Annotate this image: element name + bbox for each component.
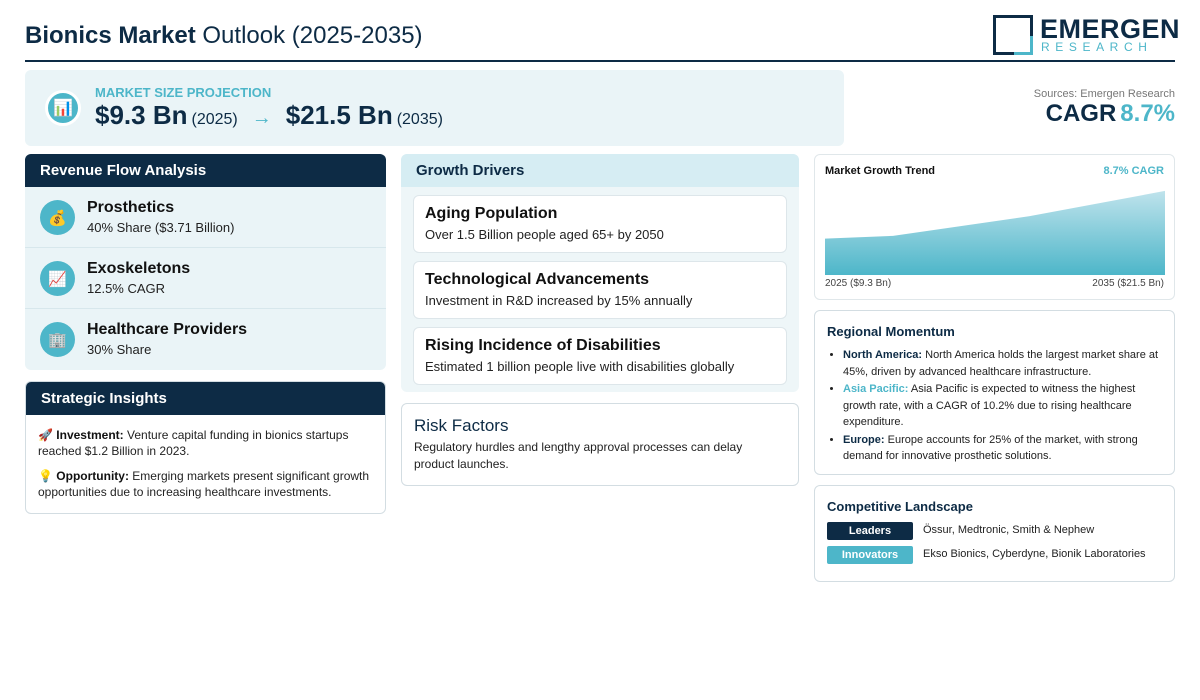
region-item: Europe: Europe accounts for 25% of the m…: [843, 432, 1168, 465]
company-logo: EMERGEN RESEARCH: [993, 14, 1180, 56]
insight-label: Investment:: [56, 428, 124, 442]
growth-area-chart: [825, 190, 1165, 275]
regional-momentum-card: Regional Momentum North America: North A…: [814, 310, 1175, 475]
insight-text: Emerging markets present significant gro…: [38, 469, 370, 499]
leaders-badge: Leaders: [827, 522, 913, 540]
revenue-item: 📈 Exoskeletons 12.5% CAGR: [25, 248, 386, 309]
competitor-names: Ekso Bionics, Cyberdyne, Bionik Laborato…: [923, 548, 1146, 560]
logo-name: EMERGEN: [1040, 14, 1181, 44]
cagr-value: 8.7%: [1120, 100, 1175, 127]
projection-values: $9.3 Bn (2025) → $21.5 Bn (2035): [95, 100, 443, 131]
cagr-label: CAGR: [1045, 100, 1117, 127]
region-item: Asia Pacific: Asia Pacific is expected t…: [843, 381, 1168, 431]
logo-mark-icon: [993, 15, 1033, 55]
end-value: $21.5 Bn: [285, 100, 393, 130]
cagr-display: CAGR 8.7%: [1046, 100, 1175, 128]
driver-desc: Over 1.5 Billion people aged 65+ by 2050: [425, 227, 664, 242]
trend-chart-icon: 📈: [40, 261, 75, 296]
competitor-names: Össur, Medtronic, Smith & Nephew: [923, 524, 1095, 536]
trend-cagr-label: 8.7% CAGR: [1103, 165, 1164, 177]
revenue-item-detail: 12.5% CAGR: [87, 281, 166, 296]
revenue-item-detail: 30% Share: [87, 342, 152, 357]
driver-item: Aging Population Over 1.5 Billion people…: [413, 195, 787, 253]
driver-item: Technological Advancements Investment in…: [413, 261, 787, 319]
region-text: Asia Pacific is expected to witness the …: [843, 383, 1136, 428]
money-bag-icon: 💰: [40, 200, 75, 235]
sources-note: Sources: Emergen Research: [1033, 88, 1175, 100]
chart-icon: 📊: [45, 90, 81, 126]
driver-desc: Estimated 1 billion people live with dis…: [425, 359, 735, 374]
region-name: North America:: [843, 349, 923, 361]
revenue-item-name: Healthcare Providers: [87, 321, 248, 338]
strategic-insights-card: Strategic Insights 🚀 Investment: Venture…: [25, 381, 386, 514]
logo-subtitle: RESEARCH: [1041, 40, 1153, 54]
insight-item: 💡 Opportunity: Emerging markets present …: [38, 468, 373, 500]
strategic-insights-title: Strategic Insights: [26, 382, 385, 415]
region-name: Asia Pacific:: [843, 383, 909, 395]
region-item: North America: North America holds the l…: [843, 347, 1168, 380]
competitor-row: Leaders Össur, Medtronic, Smith & Nephew: [827, 522, 1167, 540]
driver-item: Rising Incidence of Disabilities Estimat…: [413, 327, 787, 385]
revenue-flow-title: Revenue Flow Analysis: [25, 154, 386, 187]
rocket-icon: 🚀: [38, 428, 53, 442]
risk-factors-desc: Regulatory hurdles and lengthy approval …: [414, 440, 743, 471]
arrow-right-icon: →: [251, 107, 272, 129]
regional-momentum-title: Regional Momentum: [827, 324, 955, 339]
driver-desc: Investment in R&D increased by 15% annua…: [425, 293, 693, 308]
competitive-landscape-title: Competitive Landscape: [827, 499, 973, 514]
revenue-flow-card: Revenue Flow Analysis 💰 Prosthetics 40% …: [25, 154, 386, 370]
region-list: North America: North America holds the l…: [843, 347, 1168, 466]
area-series: [825, 190, 1165, 275]
risk-factors-title: Risk Factors: [414, 416, 509, 435]
revenue-item-name: Exoskeletons: [87, 260, 191, 277]
insight-text: Venture capital funding in bionics start…: [38, 428, 349, 458]
start-year: (2025): [191, 111, 238, 128]
region-text: North America holds the largest market s…: [843, 349, 1159, 378]
revenue-item-detail: 40% Share ($3.71 Billion): [87, 220, 235, 235]
market-growth-trend-card: Market Growth Trend 8.7% CAGR 2025 ($9.3…: [814, 154, 1175, 300]
start-value: $9.3 Bn: [95, 100, 188, 130]
trend-end-label: 2035 ($21.5 Bn): [1092, 278, 1164, 289]
risk-factors-card: Risk Factors Regulatory hurdles and leng…: [401, 403, 799, 486]
driver-title: Rising Incidence of Disabilities: [425, 337, 661, 354]
revenue-item-name: Prosthetics: [87, 199, 175, 216]
driver-title: Technological Advancements: [425, 271, 650, 288]
title-bold: Bionics Market: [25, 22, 196, 49]
insight-item: 🚀 Investment: Venture capital funding in…: [38, 427, 373, 459]
growth-drivers-card: Growth Drivers Aging Population Over 1.5…: [401, 154, 799, 392]
title-rest: Outlook (2025-2035): [202, 22, 423, 49]
trend-title: Market Growth Trend: [825, 165, 936, 177]
projection-label: MARKET SIZE PROJECTION: [95, 85, 272, 100]
region-name: Europe:: [843, 433, 885, 446]
end-year: (2035): [396, 111, 443, 128]
insight-label: Opportunity:: [56, 469, 129, 483]
lightbulb-icon: 💡: [38, 469, 53, 483]
competitor-row: Innovators Ekso Bionics, Cyberdyne, Bion…: [827, 546, 1167, 564]
driver-title: Aging Population: [425, 205, 558, 222]
revenue-item: 💰 Prosthetics 40% Share ($3.71 Billion): [25, 187, 386, 248]
innovators-badge: Innovators: [827, 546, 913, 564]
competitive-landscape-card: Competitive Landscape Leaders Össur, Med…: [814, 485, 1175, 582]
growth-drivers-title: Growth Drivers: [401, 154, 799, 187]
region-text: Europe accounts for 25% of the market, w…: [843, 433, 1138, 463]
hospital-icon: 🏢: [40, 322, 75, 357]
market-size-projection: 📊 MARKET SIZE PROJECTION $9.3 Bn (2025) → $…: [25, 70, 844, 146]
revenue-item: 🏢 Healthcare Providers 30% Share: [25, 309, 386, 370]
page-title: Bionics Market Outlook (2025-2035): [25, 22, 423, 50]
header: Bionics Market Outlook (2025-2035) EMERG…: [25, 12, 1180, 62]
trend-start-label: 2025 ($9.3 Bn): [825, 278, 892, 289]
